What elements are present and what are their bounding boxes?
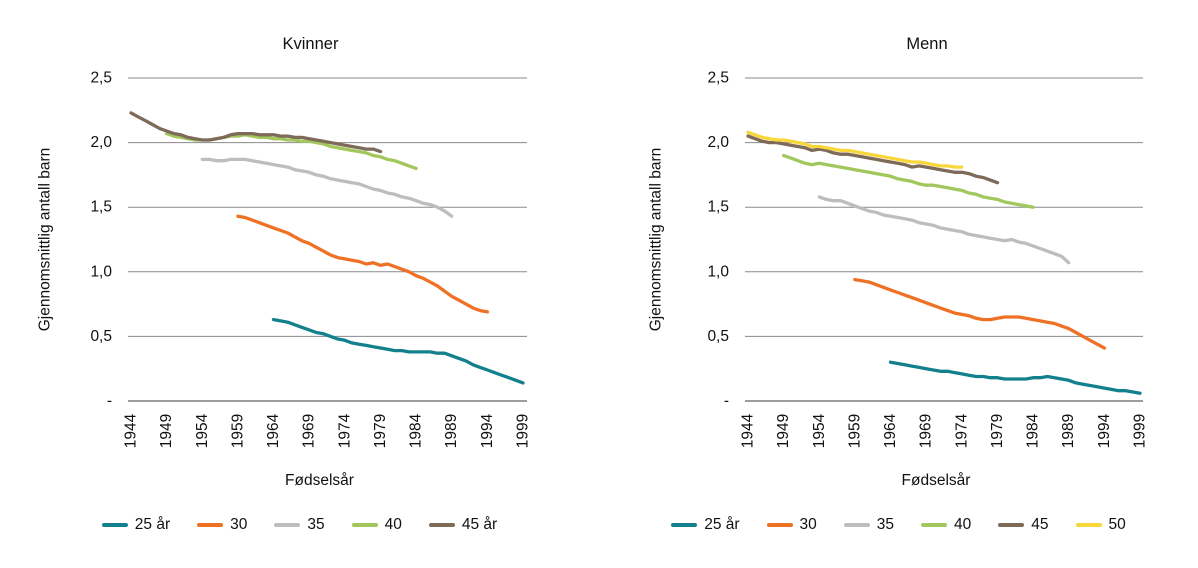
x-tick-label: 1944 (123, 413, 140, 448)
y-tick-label: - (107, 393, 112, 410)
x-tick-label: 1999 (515, 414, 532, 448)
legend-label-45-ar: 45 år (461, 516, 498, 533)
x-tick-label: 1944 (740, 413, 757, 448)
legend-item-35: 35 (843, 516, 895, 533)
legend-item-25-ar: 25 år (101, 516, 171, 533)
y-tick-label: - (724, 393, 729, 410)
menn-legend: 25 år 30 35 40 45 50 (599, 517, 1198, 533)
y-tick-label: 1,0 (707, 263, 729, 280)
x-tick-label: 1979 (989, 414, 1006, 448)
chart-title: Menn (906, 35, 947, 53)
line-25-ar (888, 360, 1142, 395)
legend-swatch-35 (274, 522, 301, 527)
x-tick-label: 1994 (479, 413, 496, 448)
line-30 (236, 214, 490, 314)
x-tick-label: 1964 (265, 413, 282, 448)
x-tick-label: 1954 (194, 413, 211, 448)
legend-label-40: 40 (384, 516, 402, 533)
y-tick-label: 1,5 (90, 199, 112, 216)
legend-label-50: 50 (1108, 516, 1126, 533)
legend-label-25-ar: 25 år (704, 516, 740, 533)
y-tick-label: 2,0 (707, 134, 729, 151)
x-tick-label: 1964 (882, 413, 899, 448)
legend-swatch-50 (1075, 522, 1102, 527)
legend-item-40: 40 (351, 516, 402, 533)
legend-swatch-25-ar (101, 522, 128, 527)
x-tick-label: 1959 (846, 414, 863, 448)
x-axis-title: Fødselsår (285, 472, 354, 489)
x-axis-title: Fødselsår (902, 472, 971, 489)
line-35 (817, 195, 1071, 265)
x-tick-label: 1984 (1025, 413, 1042, 448)
line-50 (746, 130, 964, 169)
legend-swatch-30 (766, 522, 793, 527)
kvinner-legend: 25 år 30 35 40 45 år (0, 517, 599, 533)
legend-swatch-40 (351, 522, 378, 527)
y-tick-label: 0,5 (707, 328, 729, 345)
x-tick-label: 1954 (811, 413, 828, 448)
x-tick-label: 1999 (1132, 414, 1149, 448)
y-tick-label: 2,5 (707, 70, 729, 87)
legend-swatch-25-ar (671, 522, 698, 527)
legend-swatch-30 (197, 522, 224, 527)
menn-chart: - 0,5 1,0 1,5 2,0 2,5 1944 1949 1954 1959 1964 1969… (648, 35, 1149, 489)
legend-label-45: 45 (1031, 516, 1049, 533)
legend-label-25-ar: 25 år (134, 516, 171, 533)
y-tick-label: 0,5 (90, 328, 112, 345)
legend-swatch-45 (998, 522, 1025, 527)
legend-label-30: 30 (799, 516, 817, 533)
legend-item-50: 50 (1075, 516, 1126, 533)
legend-item-25-ar: 25 år (671, 516, 740, 533)
legend-item-40: 40 (921, 517, 971, 533)
x-tick-label: 1984 (408, 413, 425, 448)
legend-item-35: 35 (274, 516, 325, 533)
y-axis-title: Gjennomsnittlig antall barn (648, 148, 665, 332)
legend-swatch-45-ar (428, 522, 455, 527)
menn-chart-panel: - 0,5 1,0 1,5 2,0 2,5 1944 1949 1954 1959 1964 1969… (599, 0, 1198, 568)
legend-label-35: 35 (876, 516, 895, 533)
y-tick-label: 2,0 (90, 134, 112, 151)
y-tick-label: 1,0 (90, 263, 112, 280)
line-25-ar (271, 317, 525, 385)
x-tick-label: 1949 (158, 414, 175, 448)
legend-label-40: 40 (954, 516, 972, 533)
legend-label-35: 35 (307, 516, 325, 533)
x-tick-label: 1974 (336, 413, 353, 448)
y-axis-title: Gjennomsnittlig antall barn (37, 148, 54, 332)
x-tick-label: 1989 (443, 414, 460, 448)
kvinner-chart-panel: - 0,5 1,0 1,5 2,0 2,5 1944 1949 1954 1959 1964 1969… (0, 35, 599, 533)
legend-item-45: 45 (998, 516, 1049, 533)
y-tick-label: 1,5 (707, 199, 729, 216)
x-tick-label: 1959 (229, 414, 246, 448)
x-tick-label: 1949 (775, 414, 792, 448)
chart-title: Kvinner (283, 35, 339, 53)
x-tick-label: 1969 (918, 414, 935, 448)
legend-item-30: 30 (766, 516, 817, 533)
x-tick-label: 1969 (301, 414, 318, 448)
y-tick-label: 2,5 (90, 70, 112, 87)
x-tick-label: 1994 (1096, 413, 1113, 448)
line-45-ar (129, 111, 383, 154)
legend-swatch-40 (921, 522, 948, 527)
line-45 (746, 134, 1000, 185)
line-40 (781, 153, 1035, 209)
line-30 (853, 277, 1107, 350)
legend-item-30: 30 (197, 517, 247, 533)
x-tick-label: 1989 (1060, 414, 1077, 448)
kvinner-chart: - 0,5 1,0 1,5 2,0 2,5 1944 1949 1954 1959 1964 1969… (37, 35, 532, 489)
legend-item-45-ar: 45 år (428, 516, 498, 533)
legend-label-30: 30 (230, 516, 248, 533)
x-tick-label: 1974 (953, 413, 970, 448)
legend-swatch-35 (843, 522, 870, 527)
line-35 (200, 157, 454, 218)
x-tick-label: 1979 (372, 414, 389, 448)
